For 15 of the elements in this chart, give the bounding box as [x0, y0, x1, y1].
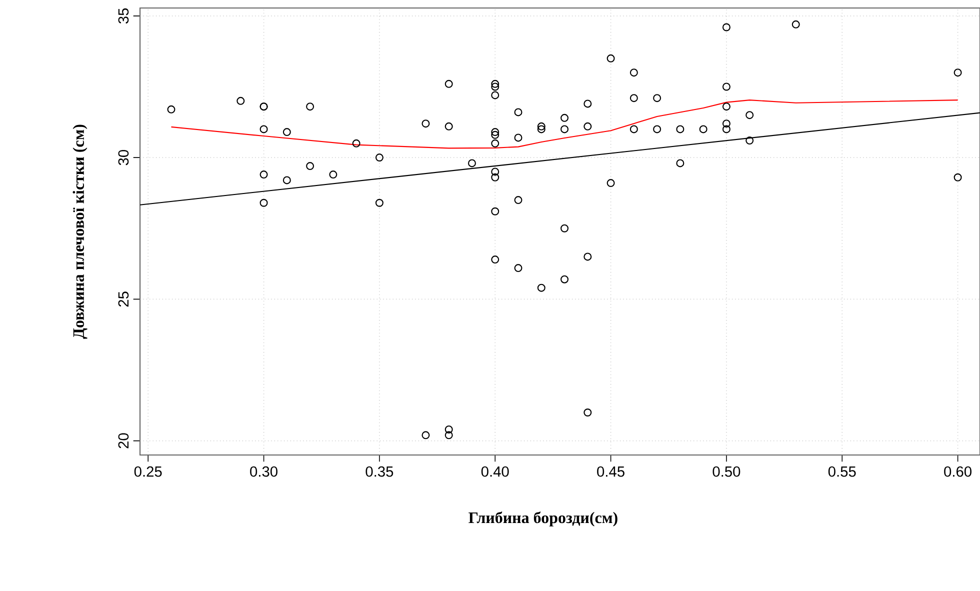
- x-tick-label: 0.30: [250, 466, 278, 477]
- x-axis-title: Глибина борозди(см): [468, 512, 618, 526]
- y-tick-label: 35: [118, 8, 129, 24]
- y-tick-label: 25: [118, 292, 129, 307]
- x-tick-label: 0.55: [828, 466, 856, 477]
- x-tick-label: 0.25: [134, 466, 162, 477]
- x-tick-label: 0.50: [712, 466, 740, 477]
- line-series: [170, 100, 958, 149]
- y-tick-label: 20: [118, 433, 129, 448]
- y-tick-label: 30: [118, 150, 129, 166]
- x-tick-label: 0.60: [944, 466, 972, 477]
- x-tick-label: 0.35: [366, 466, 394, 477]
- y-axis-title: Довжина плечової кістки (см): [72, 124, 88, 339]
- x-tick-label: 0.45: [597, 466, 624, 477]
- x-tick-label: 0.40: [481, 466, 509, 477]
